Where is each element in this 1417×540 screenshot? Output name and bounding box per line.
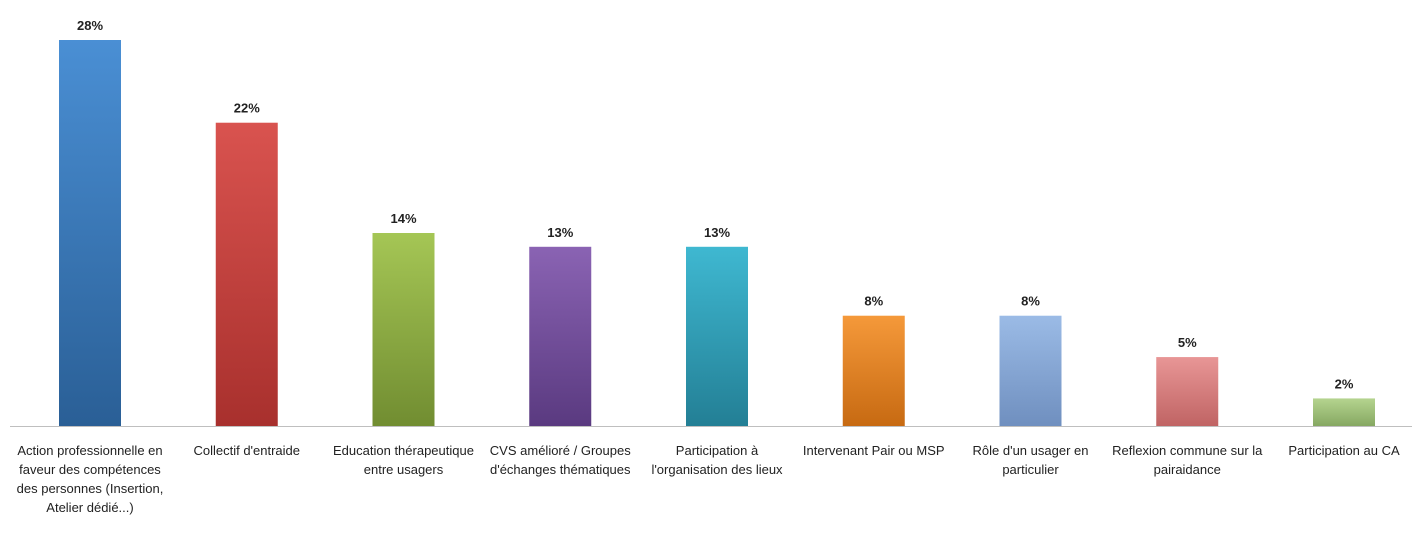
category-label-3: Education thérapeutique entre usagers [333,443,474,477]
bar-9 [1313,398,1375,426]
category-label-8: Reflexion commune sur la pairaidance [1112,443,1263,477]
value-label-7: 8% [1021,294,1040,309]
value-label-6: 8% [864,294,883,309]
value-label-4: 13% [547,225,573,240]
value-label-5: 13% [704,225,730,240]
bar-6 [842,315,905,426]
bar-5 [686,246,748,426]
bar-3 [372,233,435,426]
value-label-8: 5% [1178,335,1197,350]
value-label-3: 14% [390,211,416,226]
bar-2 [215,122,278,426]
category-label-2: Collectif d'entraide [193,443,301,458]
category-label-4: CVS amélioré / Groupes d'échanges thémat… [489,443,631,477]
bar-8 [1156,357,1219,426]
value-label-9: 2% [1335,376,1354,391]
value-labels-group: 28% 22% 14% 13% 13% 8% 8% 5% 2% [77,18,1354,391]
bar-4 [529,246,592,426]
category-label-1: Action professionnelle en faveur des com… [16,443,164,515]
category-label-5: Participation à l'organisation des lieux [651,443,783,477]
category-label-6: Intervenant Pair ou MSP [802,443,945,458]
bar-7 [999,315,1062,426]
bars-group [59,40,1375,426]
bar-1 [59,40,121,426]
category-label-7: Rôle d'un usager en particulier [972,443,1089,477]
value-label-2: 22% [234,101,260,116]
value-label-1: 28% [77,18,103,33]
category-label-9: Participation au CA [1288,443,1400,458]
